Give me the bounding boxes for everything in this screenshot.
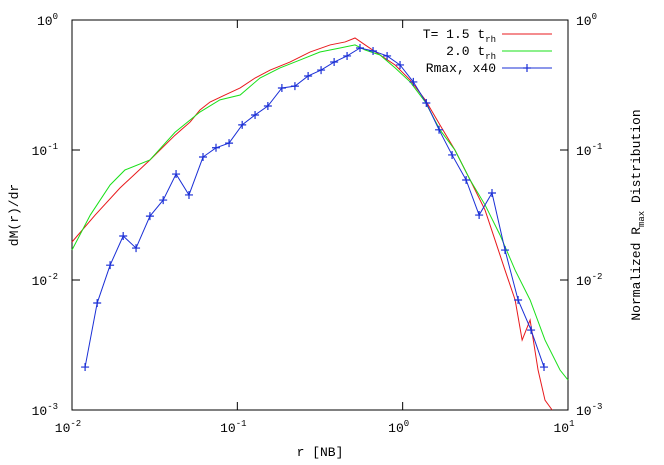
- tick-label-base: 10: [388, 421, 404, 436]
- point-marker: [81, 363, 90, 372]
- tick-label: 10-2: [55, 419, 81, 436]
- tick-label-exp: -2: [47, 272, 58, 282]
- tick-label-exp: 1: [569, 419, 574, 429]
- point-marker: [132, 244, 141, 253]
- point-marker: [184, 190, 193, 199]
- point-marker: [383, 51, 392, 60]
- tick-label-exp: -1: [236, 419, 247, 429]
- tick-label: 100: [37, 12, 58, 29]
- tick-label: 100: [388, 419, 409, 436]
- point-marker: [304, 71, 313, 80]
- tick-label-exp: -3: [592, 402, 603, 412]
- tick-label: 10-3: [32, 402, 58, 419]
- point-marker: [501, 246, 510, 255]
- point-marker: [475, 211, 484, 220]
- point-marker: [277, 83, 286, 92]
- tick-label-base: 10: [576, 274, 592, 289]
- point-marker: [199, 153, 208, 162]
- point-marker: [448, 150, 457, 159]
- tick-label-base: 10: [220, 421, 236, 436]
- tick-label-base: 10: [55, 421, 71, 436]
- point-marker: [523, 64, 531, 72]
- series-line: [71, 37, 553, 411]
- y-axis-label: dM(r)/dr: [7, 184, 22, 246]
- point-marker: [396, 60, 405, 69]
- tick-label-base: 10: [576, 144, 592, 159]
- tick-label: 10-3: [576, 402, 602, 419]
- y2-label-part: Normalized R: [629, 227, 644, 321]
- point-marker: [343, 51, 352, 60]
- point-marker: [514, 295, 523, 304]
- tick-label-base: 10: [576, 14, 592, 29]
- point-marker: [488, 188, 497, 197]
- point-marker: [119, 232, 128, 241]
- tick-label-base: 10: [576, 404, 592, 419]
- tick-label-exp: 0: [404, 419, 409, 429]
- legend-label: 2.0 trh: [446, 44, 496, 62]
- point-marker: [330, 58, 339, 67]
- tick-label: 10-1: [576, 142, 602, 159]
- y2-label-part: Distribution: [629, 109, 644, 210]
- tick-label-base: 10: [37, 14, 53, 29]
- point-marker: [527, 326, 536, 335]
- point-marker: [212, 143, 221, 152]
- point-marker: [172, 170, 181, 179]
- tick-label: 10-2: [32, 272, 58, 289]
- x-axis-label: r [NB]: [297, 445, 344, 460]
- point-marker: [238, 120, 247, 129]
- legend-name: 2.0 t: [446, 44, 485, 59]
- tick-label: 10-2: [576, 272, 602, 289]
- plot-frame: [71, 19, 569, 411]
- point-marker: [93, 299, 102, 308]
- tick-label-exp: -3: [47, 402, 58, 412]
- legend-sub: rh: [485, 52, 496, 62]
- tick-label-exp: -1: [592, 142, 603, 152]
- tick-label-base: 10: [553, 421, 569, 436]
- tick-label-base: 10: [32, 144, 48, 159]
- legend-name: Rmax, x40: [426, 61, 496, 76]
- point-marker: [540, 363, 549, 372]
- series-line: [71, 44, 569, 381]
- point-marker: [106, 261, 115, 270]
- point-marker: [409, 77, 418, 86]
- tick-label-exp: 0: [592, 12, 597, 22]
- tick-label-exp: -1: [47, 142, 58, 152]
- tick-label-exp: -2: [70, 419, 81, 429]
- tick-label-base: 10: [32, 404, 48, 419]
- point-marker: [159, 196, 168, 205]
- tick-label: 101: [553, 419, 574, 436]
- tick-label-exp: 0: [53, 12, 58, 22]
- point-marker: [263, 102, 272, 111]
- point-marker: [145, 212, 154, 221]
- legend-label: Rmax, x40: [426, 61, 496, 76]
- point-marker: [356, 43, 365, 52]
- tick-label-base: 10: [32, 274, 48, 289]
- point-marker: [225, 139, 234, 148]
- point-marker: [369, 46, 378, 55]
- y2-label-sub: max: [637, 211, 647, 227]
- legend-name: T= 1.5 t: [423, 27, 485, 42]
- legend-sub: rh: [485, 35, 496, 45]
- point-marker: [251, 110, 260, 119]
- point-marker: [317, 66, 326, 75]
- point-marker: [435, 125, 444, 134]
- tick-label: 10-1: [32, 142, 58, 159]
- point-marker: [290, 82, 299, 91]
- tick-label: 100: [576, 12, 597, 29]
- point-marker: [462, 175, 471, 184]
- point-marker: [422, 98, 431, 107]
- series-line: [84, 47, 545, 368]
- y2-axis-label: Normalized Rmax Distribution: [629, 109, 647, 320]
- tick-label-exp: -2: [592, 272, 603, 282]
- legend-label: T= 1.5 trh: [423, 27, 496, 45]
- tick-label: 10-1: [220, 419, 246, 436]
